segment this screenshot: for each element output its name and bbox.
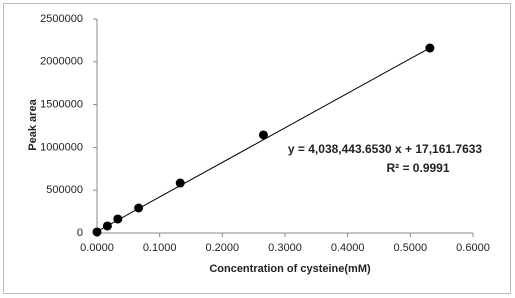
y-tick-label: 1000000 — [40, 141, 83, 153]
point — [175, 178, 185, 188]
trendline — [96, 47, 431, 232]
point — [258, 130, 268, 140]
point — [92, 227, 102, 237]
chart-border — [3, 3, 511, 294]
point — [113, 214, 123, 224]
y-tick-label: 0 — [77, 227, 83, 239]
x-tick-label: 0.1000 — [143, 242, 177, 254]
y-tick-label: 2000000 — [40, 56, 83, 68]
point — [134, 203, 144, 213]
x-tick-label: 0.2000 — [206, 242, 240, 254]
y-tick-label: 2500000 — [40, 13, 83, 25]
point — [102, 221, 112, 231]
y-tick-label: 500000 — [46, 184, 83, 196]
y-axis-title: Peak area — [27, 98, 39, 150]
x-tick-label: 0.5000 — [394, 242, 428, 254]
x-tick-label: 0.0000 — [80, 242, 114, 254]
x-tick-label: 0.3000 — [268, 242, 302, 254]
point — [425, 43, 435, 53]
x-tick-label: 0.6000 — [456, 242, 490, 254]
x-axis-title: Concentration of cysteine(mM) — [209, 263, 371, 275]
r-squared: R² = 0.9991 — [386, 161, 449, 175]
y-tick-label: 1500000 — [40, 99, 83, 111]
x-tick-label: 0.4000 — [331, 242, 365, 254]
equation: y = 4,038,443.6530 x + 17,161.7633 — [288, 142, 483, 156]
